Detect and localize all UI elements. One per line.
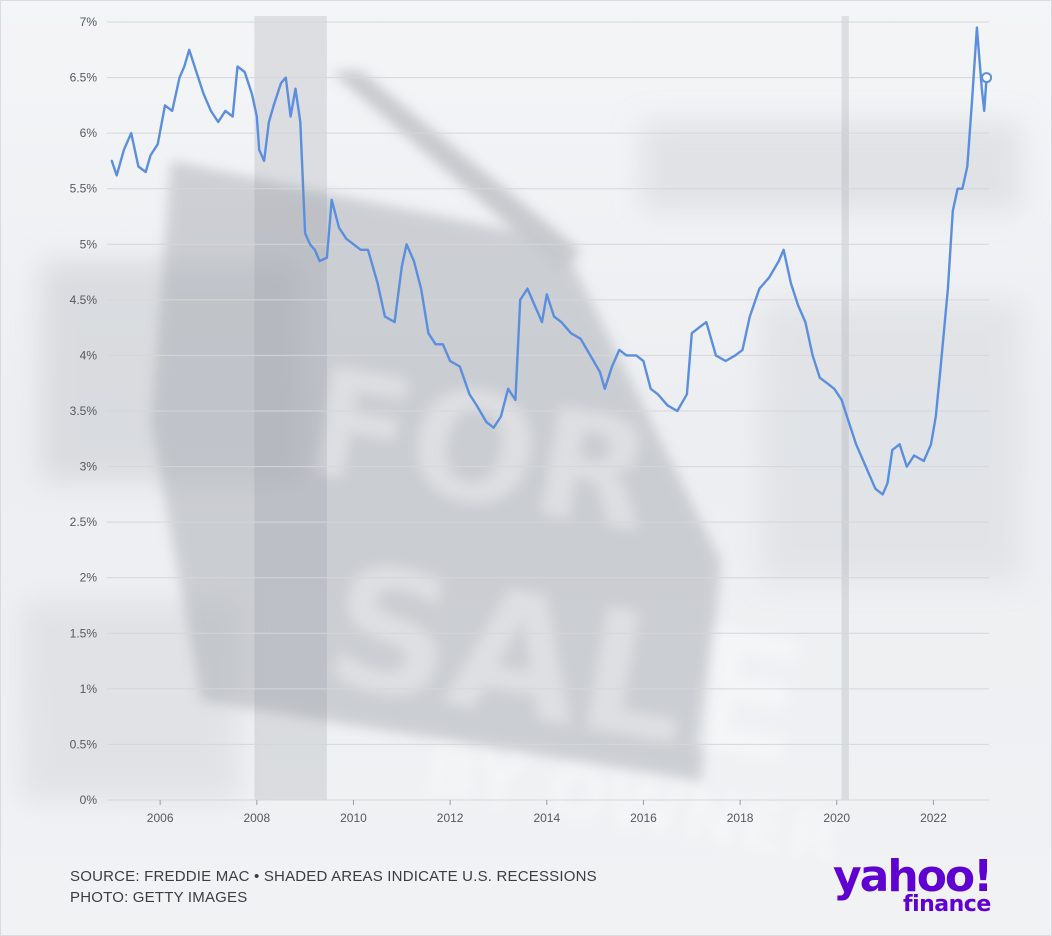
photo-credit: PHOTO: GETTY IMAGES — [70, 889, 248, 906]
y-tick-label: 0.5% — [70, 737, 98, 751]
y-tick-label: 4% — [80, 348, 98, 362]
x-axis-ticks: 2006 2008 2010 2012 2014 2016 2018 2020 2022 — [147, 800, 947, 825]
chart-source-note: SOURCE: FREDDIE MAC • SHADED AREAS INDIC… — [70, 866, 597, 908]
x-tick-label: 2006 — [147, 811, 174, 825]
logo-brand: yahoo! — [833, 851, 993, 902]
source-line: SOURCE: FREDDIE MAC • SHADED AREAS INDIC… — [70, 868, 597, 885]
y-tick-label: 3% — [80, 460, 98, 474]
y-tick-label: 6% — [80, 126, 98, 140]
logo-product: finance — [903, 892, 991, 917]
y-tick-label: 5% — [80, 237, 98, 251]
x-tick-label: 2012 — [437, 811, 464, 825]
series-line-1 — [110, 26, 988, 496]
y-tick-label: 1.5% — [70, 626, 98, 640]
yahoo-finance-logo: yahoo! finance — [833, 853, 1013, 923]
mortgage-rate-line-chart: 0% 0.5% 1% 1.5% 2% 2.5% 3% 3.5% 4% 4.5% 5% 5.5% 6% 6.… — [70, 15, 993, 825]
y-tick-label: 0% — [80, 793, 98, 807]
y-axis-ticks: 0% 0.5% 1% 1.5% 2% 2.5% 3% 3.5% 4% 4.5% 5% 5.5% 6% 6.… — [70, 15, 98, 807]
y-tick-label: 2% — [80, 571, 98, 585]
y-tick-label: 5.5% — [70, 182, 98, 196]
last-value-marker — [981, 72, 993, 84]
y-tick-label: 4.5% — [70, 293, 98, 307]
x-tick-label: 2008 — [243, 811, 270, 825]
y-tick-label: 2.5% — [70, 515, 98, 529]
y-tick-label: 1% — [80, 682, 98, 696]
series-layer — [110, 26, 993, 496]
chart-grid — [107, 21, 989, 801]
y-tick-label: 6.5% — [70, 71, 98, 85]
y-tick-label: 7% — [80, 15, 98, 29]
x-tick-label: 2018 — [727, 811, 754, 825]
x-tick-label: 2020 — [823, 811, 850, 825]
y-tick-label: 3.5% — [70, 404, 98, 418]
x-tick-label: 2016 — [630, 811, 657, 825]
x-tick-label: 2010 — [340, 811, 367, 825]
x-tick-label: 2014 — [533, 811, 560, 825]
x-tick-label: 2022 — [920, 811, 947, 825]
